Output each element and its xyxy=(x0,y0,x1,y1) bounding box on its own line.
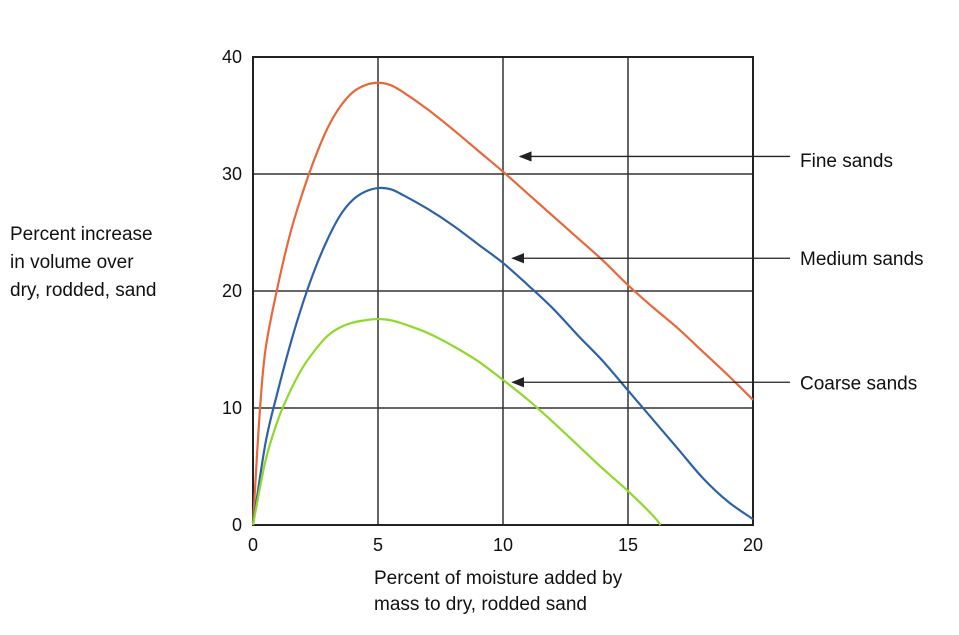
series-line-medium-sands xyxy=(251,186,754,526)
plot-frame xyxy=(252,56,754,526)
y-axis-label-line-1: Percent increase xyxy=(10,224,153,245)
y-axis-label-line-3: dry, rodded, sand xyxy=(10,280,157,301)
x-tick-label-15: 15 xyxy=(618,535,638,555)
y-tick-label-20: 20 xyxy=(222,281,242,301)
x-tick-label-10: 10 xyxy=(493,535,513,555)
annotation-label-medium-sands: Medium sands xyxy=(800,249,924,270)
y-tick-label-0: 0 xyxy=(232,515,242,535)
x-tick-label-0: 0 xyxy=(248,535,258,555)
y-tick-label-30: 30 xyxy=(222,164,242,184)
x-axis-label-line-1: Percent of moisture added by xyxy=(374,568,623,589)
series-line-coarse-sands xyxy=(251,317,662,526)
y-tick-label-40: 40 xyxy=(222,47,242,67)
y-tick-label-10: 10 xyxy=(222,398,242,418)
y-axis-label-line-2: in volume over xyxy=(10,252,134,273)
annotation-label-fine-sands: Fine sands xyxy=(800,151,893,172)
series-line-fine-sands xyxy=(251,81,754,526)
annotation-label-coarse-sands: Coarse sands xyxy=(800,373,917,394)
x-axis-label-line-2: mass to dry, rodded sand xyxy=(374,594,587,615)
x-tick-label-5: 5 xyxy=(373,535,383,555)
x-tick-label-20: 20 xyxy=(743,535,763,555)
